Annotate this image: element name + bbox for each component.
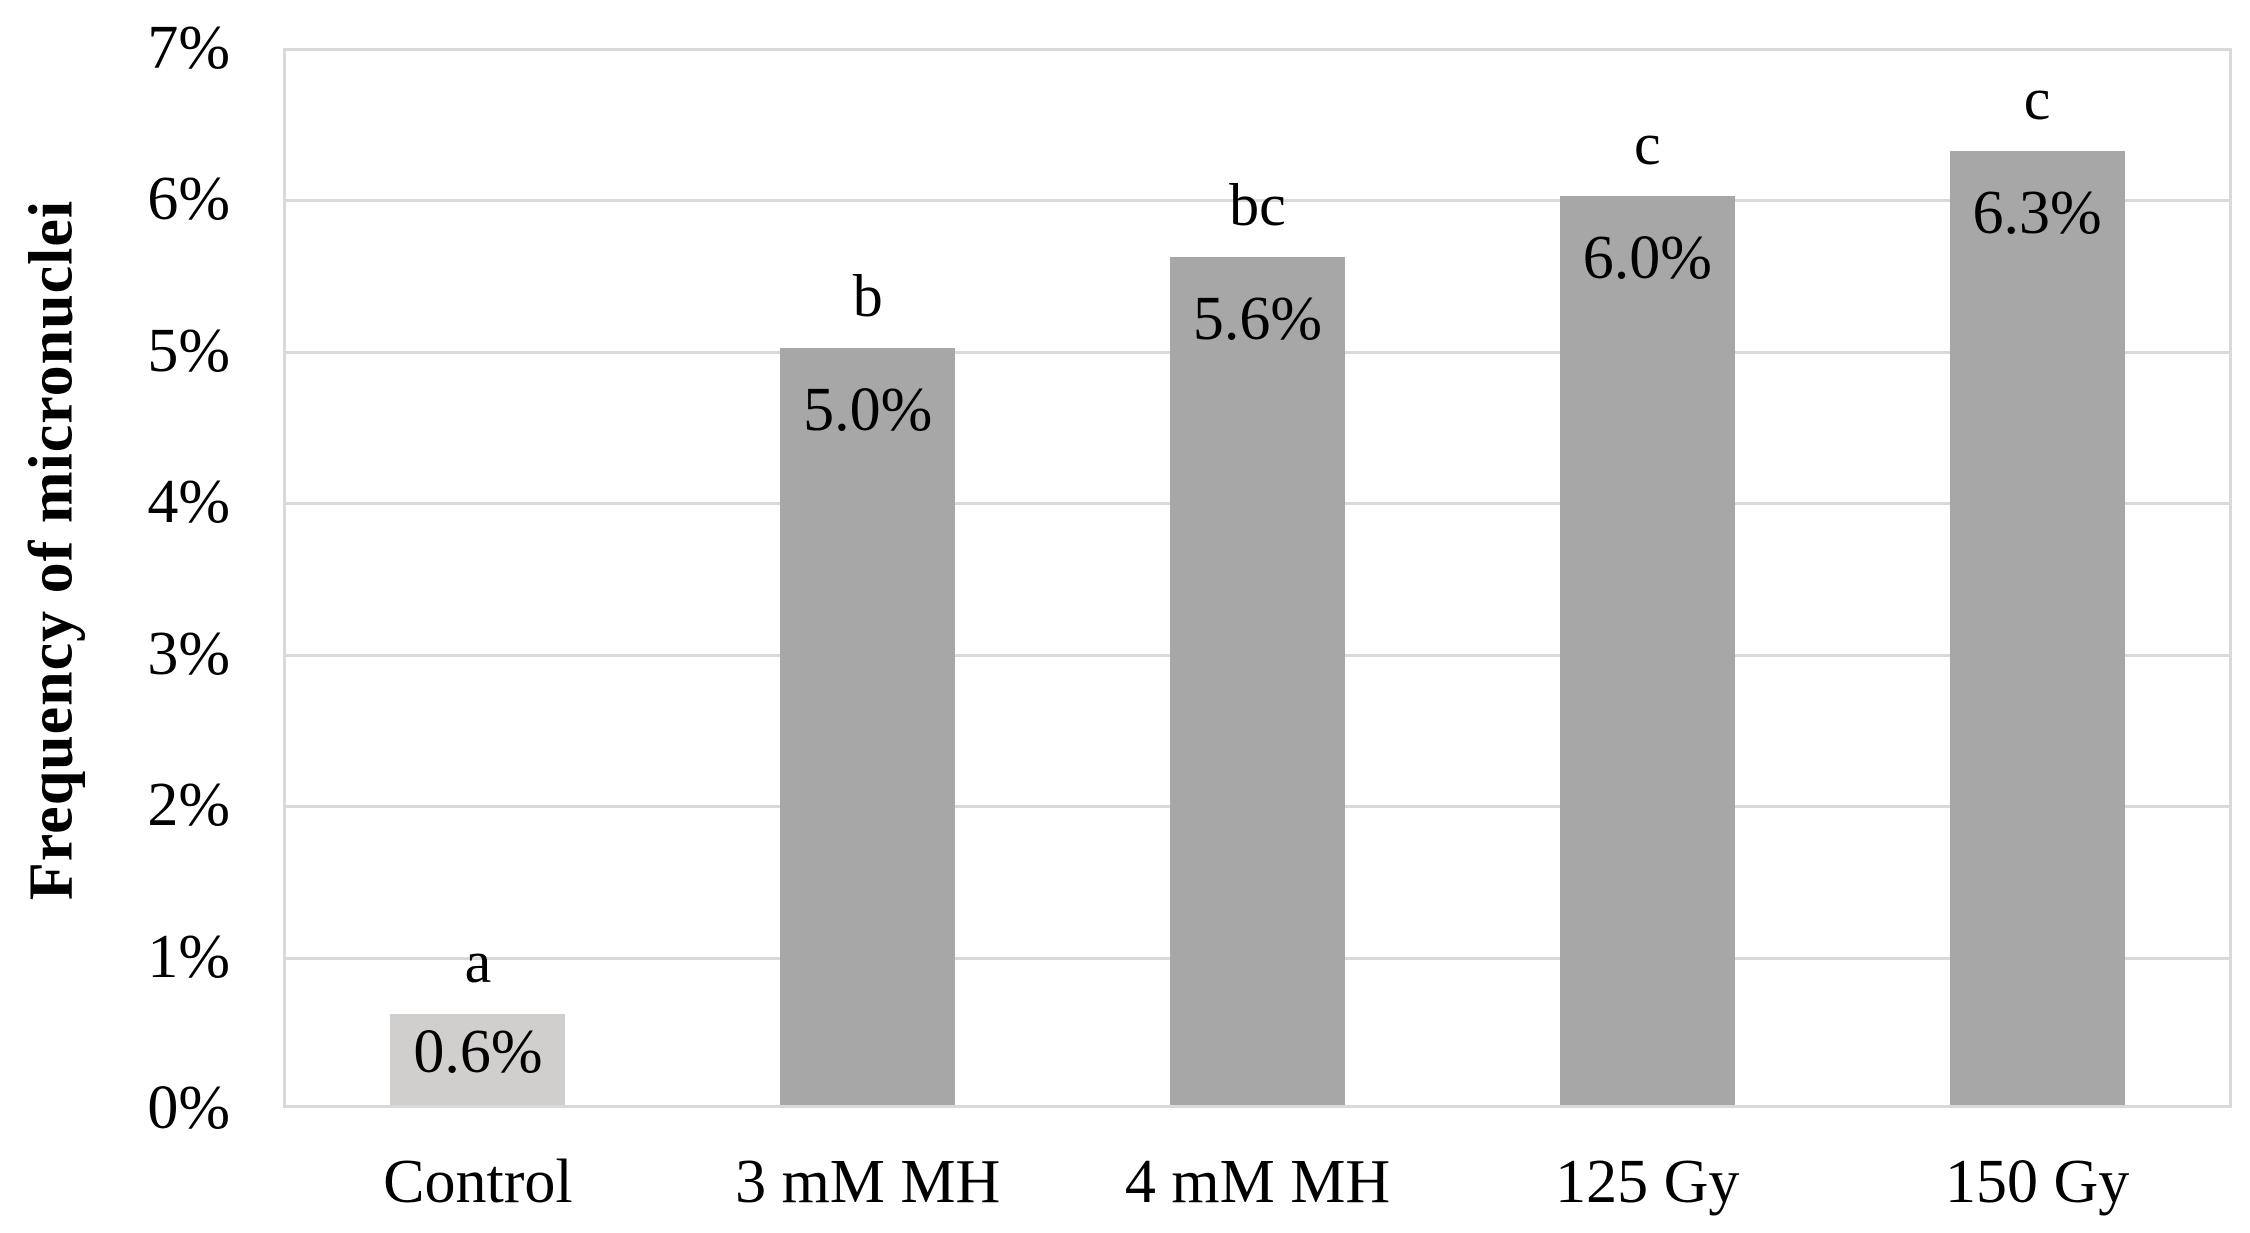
- significance-letter: b: [852, 262, 883, 329]
- significance-letter: c: [2023, 66, 2051, 132]
- y-tick-label-1%: 1%: [147, 922, 230, 991]
- bar-value-label: 5.6%: [1192, 285, 1323, 353]
- bar-125-gy: 6.0% c: [1559, 112, 1735, 1105]
- bar-value-label: 0.6%: [413, 1018, 543, 1087]
- x-category-label-150-gy: 150 Gy: [1944, 1148, 2130, 1216]
- x-category-label-3-mm-mh: 3 mM MH: [735, 1148, 1001, 1216]
- bar-3-mm-mh: 5.0% b: [780, 264, 956, 1105]
- significance-letter: c: [1633, 111, 1661, 178]
- bar-control: 0.6% a: [390, 930, 566, 1105]
- y-tick-label-2%: 2%: [147, 771, 230, 840]
- bar-value-label: 6.3%: [1972, 179, 2102, 247]
- gridline-6%: [286, 199, 2229, 203]
- bar-value-label: 5.0%: [803, 375, 933, 444]
- bar-value-label: 6.0%: [1582, 224, 1712, 293]
- bar-150-gy: 6.3% c: [1949, 67, 2125, 1105]
- y-tick-label-6%: 6%: [147, 165, 230, 234]
- x-category-label-4-mm-mh: 4 mM MH: [1124, 1148, 1391, 1216]
- y-tick-label-4%: 4%: [147, 468, 230, 537]
- y-tick-label-3%: 3%: [147, 619, 230, 688]
- significance-letter: a: [464, 929, 492, 996]
- y-tick-label-7%: 7%: [147, 14, 230, 82]
- y-tick-label-5%: 5%: [147, 316, 230, 385]
- x-category-label-125-gy: 125 Gy: [1555, 1148, 1740, 1216]
- bar-4-mm-mh: 5.6% bc: [1170, 173, 1345, 1105]
- y-tick-label-0%: 0%: [147, 1074, 230, 1142]
- x-category-label-control: Control: [383, 1148, 573, 1216]
- significance-letter: bc: [1229, 172, 1286, 238]
- plot-area: 0.6% a 5.0% b 5.6% bc 6.0% c 6.3% c: [283, 48, 2232, 1108]
